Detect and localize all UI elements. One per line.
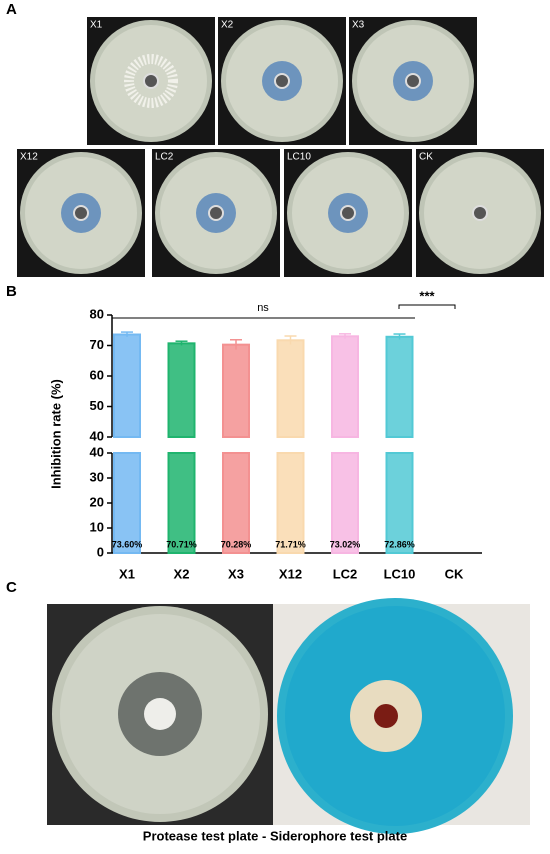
plate-label: LC10 bbox=[287, 152, 311, 163]
value-label: 71.71% bbox=[275, 539, 306, 549]
y-tick-label: 40 bbox=[90, 428, 104, 443]
bar bbox=[276, 452, 305, 554]
panel-label: B bbox=[6, 283, 17, 300]
y-tick-label: 30 bbox=[90, 469, 104, 484]
y-tick-label: 50 bbox=[90, 398, 104, 413]
value-label: 73.02% bbox=[330, 539, 361, 549]
bar bbox=[331, 452, 359, 554]
colony bbox=[73, 205, 89, 221]
bar bbox=[331, 335, 359, 438]
colony bbox=[472, 205, 488, 221]
bar bbox=[113, 452, 141, 554]
halo bbox=[124, 54, 178, 108]
bar bbox=[167, 452, 196, 554]
colony bbox=[340, 205, 356, 221]
x-tick-label: X3 bbox=[228, 566, 244, 581]
x-tick-label: X2 bbox=[174, 566, 190, 581]
bar bbox=[385, 452, 414, 554]
y-tick-label: 20 bbox=[90, 494, 104, 509]
value-label: 72.86% bbox=[384, 539, 415, 549]
sig-label: *** bbox=[419, 288, 435, 303]
plate-label: CK bbox=[419, 152, 433, 163]
colony bbox=[405, 73, 421, 89]
x-tick-label: X1 bbox=[119, 566, 135, 581]
panel-label: A bbox=[6, 1, 17, 18]
value-label: 73.60% bbox=[112, 539, 143, 549]
plate-label: X1 bbox=[90, 20, 103, 31]
y-tick-label: 10 bbox=[90, 519, 104, 534]
colony bbox=[144, 698, 176, 730]
y-tick-label: 80 bbox=[90, 306, 104, 321]
bar bbox=[222, 452, 250, 554]
bar bbox=[113, 333, 141, 438]
value-label: 70.71% bbox=[166, 539, 197, 549]
bar bbox=[276, 339, 305, 438]
y-tick-label: 40 bbox=[90, 444, 104, 459]
sig-bracket bbox=[398, 304, 456, 309]
caption: Protease test plate - Siderophore test p… bbox=[143, 828, 407, 843]
colony bbox=[374, 704, 398, 728]
x-tick-label: LC10 bbox=[384, 566, 416, 581]
colony bbox=[208, 205, 224, 221]
plate-label: X3 bbox=[352, 20, 365, 31]
colony bbox=[274, 73, 290, 89]
x-tick-label: X12 bbox=[279, 566, 302, 581]
sig-label: ns bbox=[257, 302, 269, 314]
plate-label: X2 bbox=[221, 20, 234, 31]
x-tick-label: LC2 bbox=[333, 566, 358, 581]
panel-label: C bbox=[6, 579, 17, 596]
plate-label: X12 bbox=[20, 152, 38, 163]
plate-label: LC2 bbox=[155, 152, 174, 163]
bar bbox=[222, 343, 250, 438]
colony bbox=[143, 73, 159, 89]
bar bbox=[167, 342, 196, 438]
value-label: 70.28% bbox=[221, 539, 252, 549]
x-tick-label: CK bbox=[445, 566, 464, 581]
y-tick-label: 60 bbox=[90, 367, 104, 382]
bar bbox=[385, 335, 414, 439]
y-tick-label: 0 bbox=[97, 544, 104, 559]
y-tick-label: 70 bbox=[90, 337, 104, 352]
y-axis-label: Inhibition rate (%) bbox=[48, 379, 63, 489]
